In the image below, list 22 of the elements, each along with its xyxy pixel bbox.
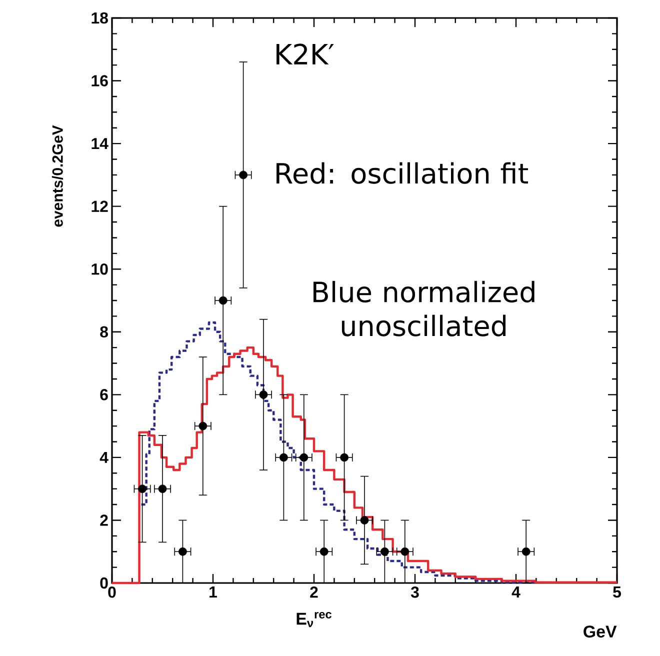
y-tick-label: 8 <box>100 326 108 338</box>
y-tick-label: 4 <box>100 452 108 463</box>
y-tick-label: 6 <box>100 389 108 400</box>
y-tick-label: 14 <box>92 138 108 150</box>
x-axis-title: E$_{ν}$rec <box>296 612 332 628</box>
y-axis-title: events/0.2GeV <box>52 125 64 227</box>
annotation: K2K′ <box>276 44 334 64</box>
y-tick-label: 10 <box>92 263 108 275</box>
x-tick-label: 5 <box>613 586 621 598</box>
y-tick-label: 12 <box>92 200 108 212</box>
y-tick-label: 16 <box>92 75 108 86</box>
x-tick-label: 2 <box>310 586 318 598</box>
annotation: Blue normalized unoscillated <box>314 280 534 336</box>
x-tick-label: 3 <box>410 586 419 598</box>
annotation: Red: oscillation fit <box>276 162 528 184</box>
y-tick-label: 18 <box>92 12 108 24</box>
x-tick-label: 0 <box>108 586 116 598</box>
y-tick-label: 0 <box>100 577 108 589</box>
x-tick-label: 1 <box>210 586 217 598</box>
y-tick-label: 2 <box>100 514 108 526</box>
text: GeV <box>584 626 617 638</box>
x-tick-label: 4 <box>512 586 520 598</box>
